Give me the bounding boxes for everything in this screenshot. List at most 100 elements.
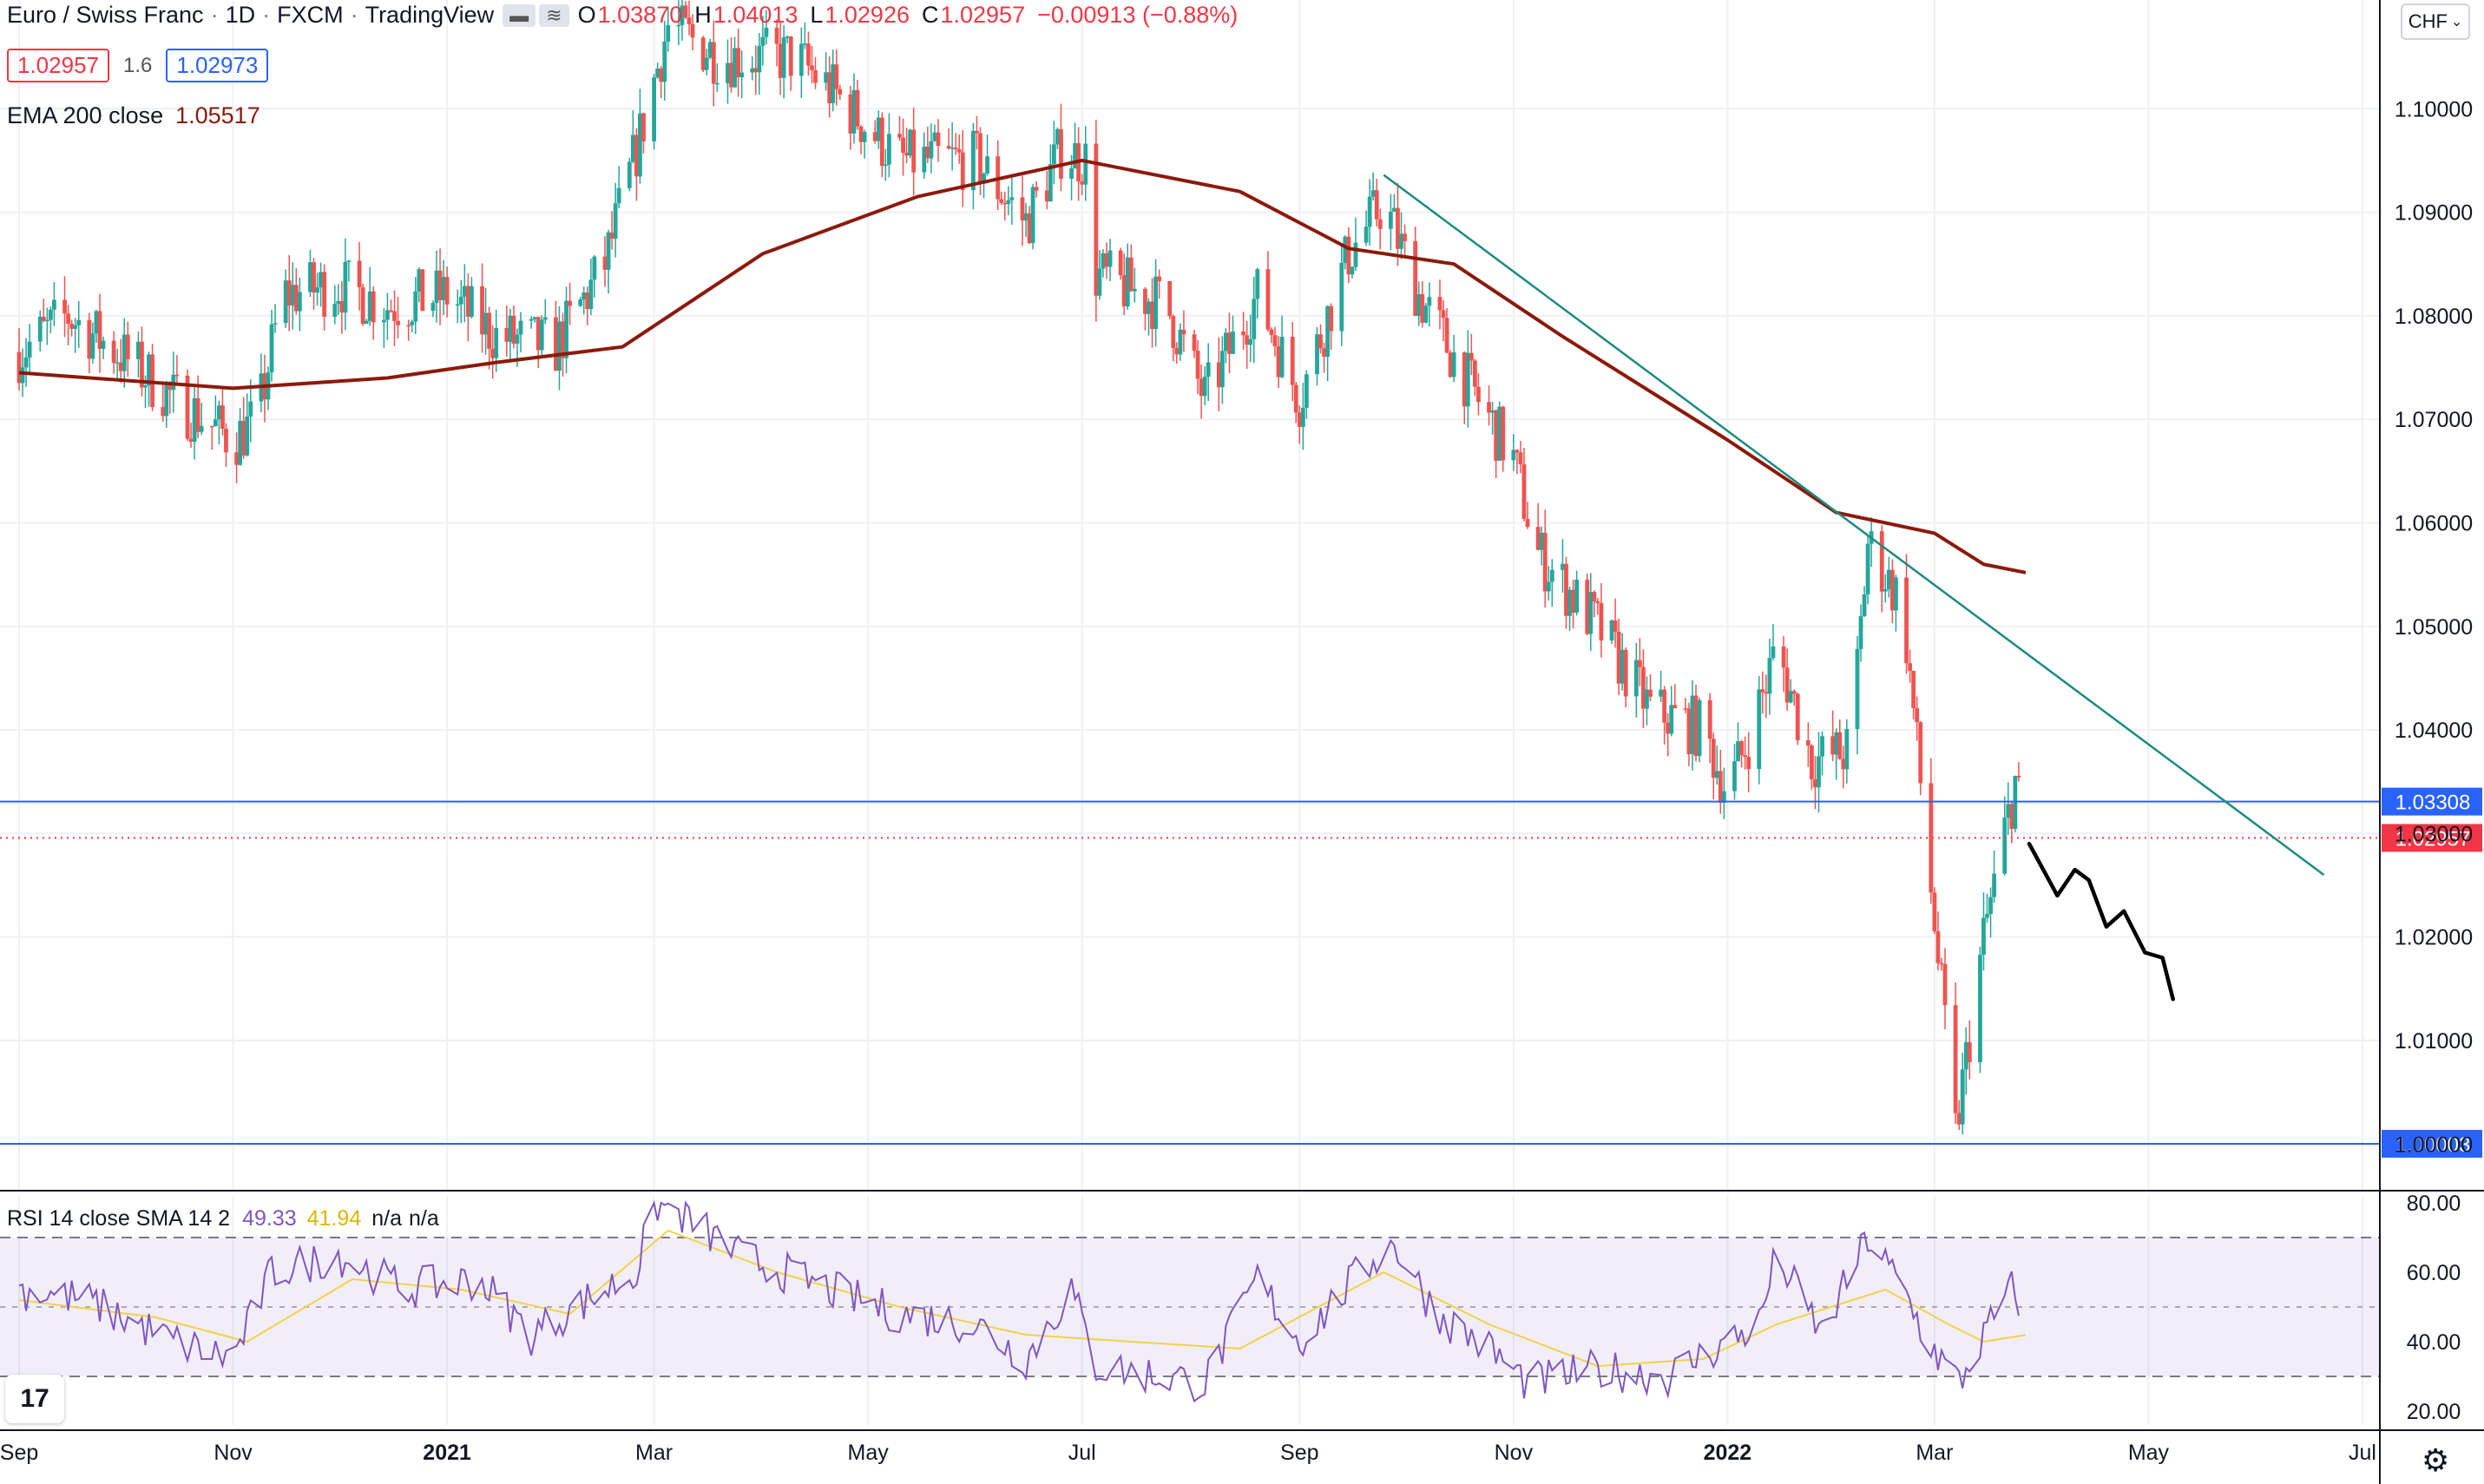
candle-body (1476, 386, 1481, 403)
candle-body (1571, 589, 1575, 613)
x-tick-label: May (848, 1441, 890, 1465)
rsi-legend-name: RSI 14 close SMA 14 2 (7, 1206, 231, 1231)
candle-body (1346, 236, 1351, 275)
candle-body (385, 310, 390, 320)
x-tick-label: Mar (1916, 1441, 1953, 1465)
candle-body (1992, 873, 1996, 897)
candle-body (1791, 691, 1797, 694)
candle-body (1978, 955, 1982, 1062)
candle-body (1757, 689, 1762, 770)
candle-body (1525, 518, 1530, 528)
candle-body (834, 64, 839, 89)
candle-body (297, 292, 302, 312)
candle-body (1648, 689, 1653, 697)
candle-body (1202, 377, 1207, 397)
candle-body (1616, 631, 1621, 684)
candle-body (634, 135, 639, 177)
candle-body (87, 319, 92, 359)
candle-body (1272, 335, 1278, 347)
candle-body (1192, 334, 1197, 351)
candle-body (950, 148, 955, 149)
candle-body (1101, 253, 1106, 269)
settings-gear-icon[interactable]: ⚙ (2422, 1442, 2450, 1478)
candle-body (1472, 360, 1477, 387)
tradingview-logo-icon[interactable]: 17 (5, 1375, 64, 1423)
candle-body (700, 37, 706, 70)
candle-body (1588, 592, 1594, 634)
candle-body (1059, 128, 1063, 180)
candle-body (532, 317, 537, 319)
candle-body (343, 261, 348, 313)
candle-body (960, 152, 965, 191)
candle-body (455, 304, 460, 306)
candle-body (851, 89, 857, 134)
candle-body (848, 94, 853, 134)
candle-body (1350, 266, 1355, 275)
candle-body (1048, 164, 1053, 202)
candle-body (798, 43, 804, 76)
y-tick-label: 1.09000 (2395, 201, 2473, 226)
candle-body (185, 375, 190, 439)
candle-body (1889, 569, 1895, 611)
candle-body (1241, 331, 1246, 336)
candle-body (680, 5, 685, 25)
candle-body (1377, 219, 1383, 229)
ask-box[interactable]: 1.02973 (166, 49, 269, 82)
candle-body (458, 296, 463, 305)
candle-body (1497, 406, 1502, 461)
candle-body (883, 164, 888, 167)
candle-body (1645, 689, 1649, 709)
candle-body (582, 292, 587, 299)
candle-body (1542, 532, 1548, 592)
candle-body (465, 286, 470, 317)
candle-body (1097, 268, 1102, 296)
candle-body (1027, 213, 1032, 244)
candle-body (336, 301, 341, 305)
ema-legend[interactable]: EMA 200 close 1.05517 (7, 102, 260, 129)
candle-body (339, 301, 345, 313)
candle-body (1469, 352, 1474, 361)
y-tick-label: 1.05000 (2395, 615, 2473, 640)
candle-body (1609, 620, 1614, 640)
candle-body (1736, 741, 1740, 762)
candle-body (802, 43, 807, 45)
candle-body (1985, 914, 1989, 918)
candle-body (332, 304, 338, 317)
level-label: 1.03308 (2395, 791, 2471, 815)
candle-body (690, 23, 695, 38)
candle-body (788, 36, 793, 76)
bid-box[interactable]: 1.02957 (7, 49, 109, 82)
candle-body (1711, 739, 1716, 778)
x-tick-label: Nov (214, 1441, 253, 1465)
rsi-legend[interactable]: RSI 14 close SMA 14 2 49.33 41.94 n/a n/… (7, 1206, 439, 1231)
candle-body (592, 256, 597, 280)
candle-body (1546, 581, 1551, 592)
candle-body (434, 270, 439, 304)
y-tick-label: 1.10000 (2395, 97, 2473, 121)
candle-body (1199, 378, 1204, 397)
candle-body (1413, 240, 1418, 317)
candle-body (630, 135, 635, 162)
candle-body (483, 312, 488, 335)
currency-button[interactable]: CHF ⌄ (2401, 3, 2470, 40)
candle-body (490, 348, 496, 358)
candle-body (564, 300, 568, 358)
candle-body (1206, 362, 1211, 378)
candle-body (508, 315, 513, 342)
collapse-icon[interactable]: ▬ (503, 3, 536, 27)
candle-body (1297, 412, 1302, 427)
candle-body (1069, 168, 1074, 180)
interval[interactable]: 1D (225, 2, 256, 28)
candle-body (1784, 667, 1790, 703)
y-tick-label: 1.06000 (2395, 511, 2473, 535)
candle-body (16, 351, 22, 384)
candle-body (936, 132, 941, 147)
candle-body (774, 27, 779, 44)
candle-body (1143, 288, 1147, 314)
candle-body (827, 72, 832, 103)
wave-icon[interactable]: ≋ (539, 3, 569, 27)
candle-body (389, 310, 393, 312)
candle-body (346, 260, 352, 262)
candle-body (504, 328, 509, 342)
